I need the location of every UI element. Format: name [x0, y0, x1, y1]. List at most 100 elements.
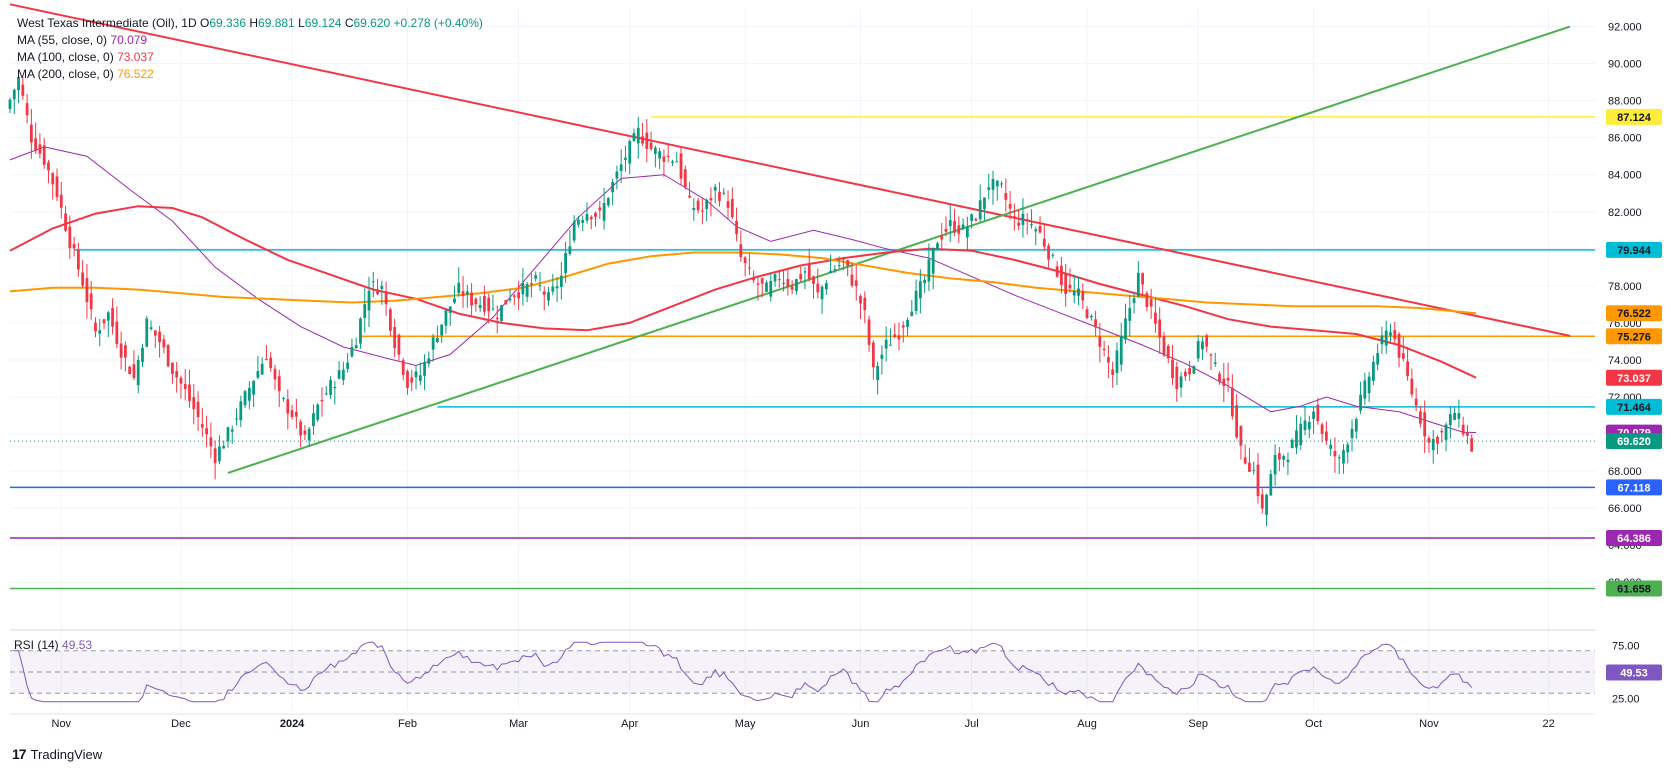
- candle: [25, 93, 29, 124]
- candle: [1098, 323, 1102, 363]
- candle: [713, 183, 717, 204]
- candle-body: [1290, 439, 1294, 449]
- candle: [483, 285, 486, 316]
- candle-body: [1175, 366, 1179, 390]
- candle: [359, 317, 362, 349]
- candle-body: [1393, 330, 1397, 340]
- ma-line: [9, 146, 1477, 433]
- candle: [320, 387, 324, 417]
- candle-body: [1372, 361, 1375, 381]
- candle: [1051, 252, 1055, 259]
- candle-body: [700, 210, 704, 212]
- candle: [871, 340, 875, 380]
- candle-body: [897, 335, 901, 340]
- candle-body: [85, 278, 89, 303]
- candle: [1089, 314, 1093, 321]
- candle-body: [995, 180, 999, 187]
- candle: [171, 362, 174, 384]
- horizontal-levels: [10, 116, 1595, 590]
- price-label-box: [1606, 108, 1662, 125]
- candle-body: [474, 298, 478, 305]
- candle-body: [1149, 299, 1153, 307]
- candle-body: [931, 247, 935, 274]
- candle: [196, 391, 200, 431]
- candle-body: [230, 429, 234, 432]
- candle-body: [1124, 318, 1127, 340]
- rsi-legend[interactable]: RSI (14) 49.53: [14, 638, 92, 652]
- candle-body: [124, 345, 127, 358]
- candle: [653, 145, 657, 168]
- candle: [641, 123, 644, 146]
- candle-body: [294, 411, 298, 417]
- candle: [1372, 355, 1375, 386]
- candle: [1457, 399, 1461, 428]
- tradingview-logo-icon: 17: [12, 746, 27, 762]
- candle: [564, 241, 568, 283]
- candle-body: [1346, 444, 1350, 453]
- candle-body: [1085, 309, 1089, 319]
- candle-body: [316, 404, 320, 420]
- ma200-value: 76.522: [117, 67, 154, 81]
- candle-body: [619, 164, 623, 171]
- candle-body: [585, 214, 589, 221]
- candle: [743, 255, 747, 277]
- candle-body: [1047, 245, 1050, 260]
- candle-body: [478, 304, 482, 308]
- candle-body: [12, 89, 16, 100]
- tradingview-brand[interactable]: 17 TradingView: [12, 746, 102, 762]
- candle-body: [337, 370, 341, 379]
- candle: [1384, 320, 1388, 354]
- candle: [1077, 276, 1080, 306]
- candle: [611, 178, 615, 206]
- candle-body: [286, 399, 290, 414]
- candle-body: [803, 271, 807, 273]
- price-label-box: [1606, 241, 1662, 258]
- candle: [957, 216, 961, 243]
- candle-body: [388, 309, 392, 331]
- candle: [265, 344, 268, 361]
- candle-body: [957, 225, 961, 234]
- candle: [517, 280, 520, 310]
- candle: [115, 306, 119, 349]
- candle: [577, 215, 580, 228]
- axes: 92.00090.00088.00086.00084.00082.00080.0…: [10, 22, 1642, 730]
- candle-body: [55, 176, 59, 198]
- candle: [726, 190, 730, 220]
- price-label: 75.276: [1606, 328, 1662, 345]
- candle-body: [1107, 357, 1110, 363]
- candle: [200, 407, 204, 437]
- candle: [59, 182, 63, 219]
- candle: [765, 280, 768, 293]
- candle: [850, 263, 854, 288]
- candle-body: [166, 345, 170, 367]
- candle-body: [1453, 412, 1456, 420]
- candle: [756, 275, 760, 301]
- candle-body: [517, 292, 520, 299]
- candle-body: [1038, 225, 1042, 233]
- x-tick-label: Jun: [852, 718, 870, 730]
- candle: [790, 280, 794, 295]
- candle-body: [1072, 291, 1076, 296]
- ma100-row[interactable]: MA (100, close, 0) 73.037: [17, 49, 483, 66]
- high-value: 69.881: [258, 16, 295, 30]
- candle-body: [29, 124, 33, 143]
- candle: [1397, 331, 1401, 368]
- candle: [341, 361, 345, 385]
- candle: [68, 215, 72, 259]
- moving-averages: [9, 146, 1477, 433]
- candle: [662, 149, 666, 177]
- candle-body: [606, 198, 610, 206]
- candle: [1205, 333, 1209, 353]
- candle-body: [448, 306, 452, 313]
- ma55-row[interactable]: MA (55, close, 0) 70.079: [17, 32, 483, 49]
- candle-body: [1128, 308, 1132, 321]
- candle-body: [380, 285, 384, 289]
- ma200-row[interactable]: MA (200, close, 0) 76.522: [17, 66, 483, 83]
- candle-body: [153, 330, 157, 336]
- candle: [179, 375, 183, 399]
- candle: [807, 248, 811, 282]
- candle: [487, 293, 491, 324]
- candle: [812, 275, 815, 299]
- candle: [1218, 371, 1221, 385]
